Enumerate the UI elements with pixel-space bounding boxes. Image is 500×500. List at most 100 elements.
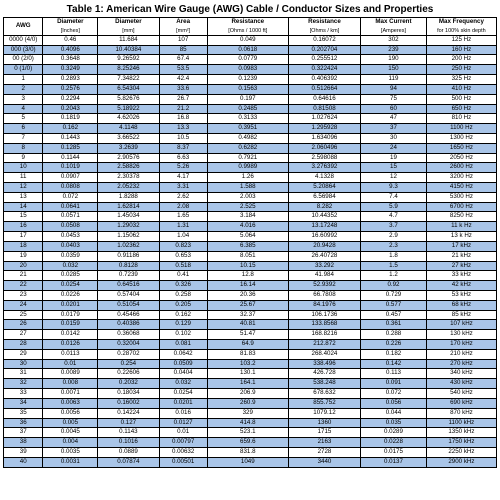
cell: 4150 Hz xyxy=(426,183,496,193)
cell: 6.63 xyxy=(159,153,207,163)
cell: 0.51054 xyxy=(98,300,159,310)
cell: 523.1 xyxy=(207,428,288,438)
cell: 30 xyxy=(361,133,427,143)
table-row: 400.00310.078740.00501104934400.01372900… xyxy=(4,457,497,467)
cell: 0.36068 xyxy=(98,330,159,340)
cell: 210 kHz xyxy=(426,349,496,359)
cell: 4.62026 xyxy=(98,114,159,124)
cell: 30 xyxy=(4,359,43,369)
cell: 0.0056 xyxy=(43,408,98,418)
cell: 68 kHz xyxy=(426,300,496,310)
cell: 2.30378 xyxy=(98,173,159,183)
cell: 0.2294 xyxy=(43,94,98,104)
cell: 1.8288 xyxy=(98,192,159,202)
cell: 0.64616 xyxy=(288,94,360,104)
cell: 26.40728 xyxy=(288,251,360,261)
cell: 0.16072 xyxy=(288,35,360,45)
cell: 0.00632 xyxy=(159,447,207,457)
cell: 13.17248 xyxy=(288,222,360,232)
cell: 26 xyxy=(4,320,43,330)
col-header: Max Frequencyfor 100% skin depth xyxy=(426,18,496,36)
col-label: Area xyxy=(176,18,190,25)
cell: 85 kHz xyxy=(426,310,496,320)
cell: 426.728 xyxy=(288,369,360,379)
cell: 810 Hz xyxy=(426,114,496,124)
cell: 3.7 xyxy=(361,222,427,232)
cell: 1 xyxy=(4,75,43,85)
cell: 60 xyxy=(361,104,427,114)
cell: 25 xyxy=(4,310,43,320)
cell: 2600 Hz xyxy=(426,163,496,173)
table-row: 70.14433.6652210.50.49821.634096301300 H… xyxy=(4,133,497,143)
cell: 0.01 xyxy=(43,359,98,369)
cell: 0.091 xyxy=(361,379,427,389)
col-unit: [Ohms / km] xyxy=(289,28,360,34)
cell: 2050 Hz xyxy=(426,153,496,163)
cell: 5.26 xyxy=(159,163,207,173)
cell: 21 xyxy=(4,271,43,281)
table-row: 190.03590.911860.6538.05126.407281.821 k… xyxy=(4,251,497,261)
cell: 0.129 xyxy=(159,320,207,330)
cell: 340 kHz xyxy=(426,369,496,379)
cell: 32.37 xyxy=(207,310,288,320)
cell: 35 xyxy=(4,408,43,418)
cell: 0.1144 xyxy=(43,153,98,163)
col-unit: [Ohms / 1000 ft] xyxy=(208,28,288,34)
cell: 338.496 xyxy=(288,359,360,369)
cell: 212.872 xyxy=(288,340,360,350)
cell: 5300 Hz xyxy=(426,192,496,202)
cell: 3.276392 xyxy=(288,163,360,173)
cell: 0.6282 xyxy=(207,143,288,153)
cell: 11 k Hz xyxy=(426,222,496,232)
cell: 5.82676 xyxy=(98,94,159,104)
cell: 1.2 xyxy=(361,271,427,281)
cell: 650 Hz xyxy=(426,104,496,114)
cell: 0.202704 xyxy=(288,45,360,55)
cell: 15 xyxy=(361,163,427,173)
cell: 10.40384 xyxy=(98,45,159,55)
cell: 0.3648 xyxy=(43,55,98,65)
cell: 2.9 xyxy=(361,232,427,242)
cell: 0.0175 xyxy=(361,447,427,457)
cell: 2.525 xyxy=(207,202,288,212)
cell: 3.184 xyxy=(207,212,288,222)
cell: 190 xyxy=(361,55,427,65)
cell: 130 kHz xyxy=(426,330,496,340)
cell: 260.9 xyxy=(207,398,288,408)
cell: 11.684 xyxy=(98,35,159,45)
cell: 1.5 xyxy=(361,261,427,271)
cell: 1.26 xyxy=(207,173,288,183)
cell: 38 xyxy=(4,438,43,448)
cell: 27 kHz xyxy=(426,261,496,271)
cell: 37 xyxy=(4,428,43,438)
cell: 2.90576 xyxy=(98,153,159,163)
col-header: Max Current[Amperes] xyxy=(361,18,427,36)
table-row: 330.00710.180340.0254206.9678.6320.07254… xyxy=(4,389,497,399)
cell: 12.8 xyxy=(207,271,288,281)
cell: 0.1443 xyxy=(43,133,98,143)
cell: 4.1328 xyxy=(288,173,360,183)
cell: 1049 xyxy=(207,457,288,467)
cell: 0.0137 xyxy=(361,457,427,467)
cell: 000 (3/0) xyxy=(4,45,43,55)
cell: 2.3 xyxy=(361,241,427,251)
cell: 17 kHz xyxy=(426,241,496,251)
cell: 0.008 xyxy=(43,379,98,389)
col-label: Diameter xyxy=(57,18,83,25)
cell: 16 xyxy=(4,222,43,232)
cell: 5.9 xyxy=(361,202,427,212)
cell: 430 kHz xyxy=(426,379,496,389)
cell: 9.26592 xyxy=(98,55,159,65)
cell: 27 xyxy=(4,330,43,340)
cell: 4.016 xyxy=(207,222,288,232)
cell: 51.47 xyxy=(207,330,288,340)
col-header: Resistance[Ohms / 1000 ft] xyxy=(207,18,288,36)
cell: 28 xyxy=(4,340,43,350)
table-row: 170.04531.150621.045.06416.609922.913 k … xyxy=(4,232,497,242)
cell: 1.62814 xyxy=(98,202,159,212)
cell: 1.04 xyxy=(159,232,207,242)
table-row: 20.25766.5430433.60.15630.51266494410 Hz xyxy=(4,84,497,94)
cell: 0.512664 xyxy=(288,84,360,94)
table-row: 390.00350.08890.00632831.827280.01752250… xyxy=(4,447,497,457)
cell: 2.598088 xyxy=(288,153,360,163)
